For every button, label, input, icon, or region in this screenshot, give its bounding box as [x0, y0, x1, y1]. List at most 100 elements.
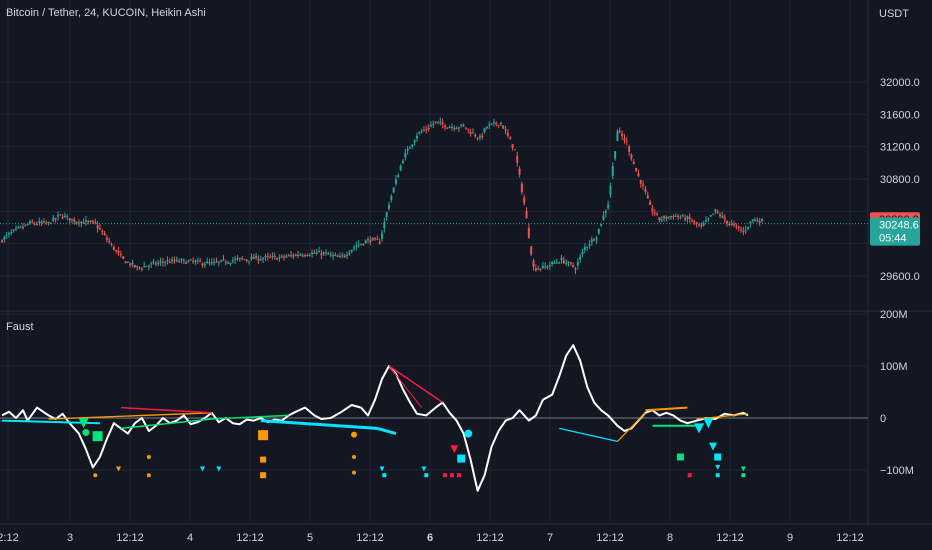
- x-tick-label: 3: [67, 532, 73, 544]
- green-trendline: [211, 414, 289, 420]
- candle-up: [420, 131, 423, 133]
- candle-up: [299, 254, 302, 256]
- candle-up: [159, 261, 162, 263]
- candle-down: [427, 128, 430, 130]
- candle-up: [89, 220, 92, 222]
- x-tick-label: 4: [187, 532, 193, 544]
- signal-triangle: [199, 466, 205, 472]
- candle-down: [68, 218, 71, 221]
- candle-down: [236, 258, 239, 260]
- candle-up: [385, 212, 388, 217]
- candle-up: [457, 127, 460, 129]
- y-tick-label: −100M: [880, 465, 914, 477]
- candle-up: [264, 256, 267, 258]
- signal-square: [687, 473, 692, 478]
- candle-up: [63, 215, 66, 218]
- candle-up: [390, 196, 393, 200]
- candle-down: [283, 256, 286, 258]
- candle-up: [548, 265, 551, 267]
- candle-up: [714, 209, 717, 212]
- candle-down: [653, 212, 656, 214]
- signal-square: [715, 473, 720, 478]
- candle-up: [551, 262, 554, 265]
- candle-up: [492, 122, 495, 124]
- candle-down: [376, 238, 379, 240]
- candle-up: [404, 153, 407, 158]
- candle-up: [399, 165, 402, 171]
- candle-up: [308, 255, 311, 257]
- green-trendline: [120, 418, 212, 430]
- candle-down: [87, 220, 90, 222]
- candle-up: [744, 229, 747, 231]
- red-trendline: [388, 365, 444, 404]
- candle-up: [702, 223, 705, 226]
- candle-up: [210, 262, 213, 264]
- candle-up: [576, 262, 579, 266]
- candle-down: [276, 258, 279, 260]
- signal-square: [741, 473, 746, 478]
- candle-up: [28, 221, 31, 224]
- candle-down: [222, 259, 225, 261]
- candle-up: [238, 258, 241, 260]
- signal-dot: [146, 455, 151, 459]
- signal-triangle: [740, 466, 746, 472]
- signal-dot: [351, 431, 358, 438]
- candle-down: [695, 222, 698, 224]
- candle-up: [721, 215, 724, 217]
- candle-up: [483, 128, 486, 133]
- candle-up: [243, 259, 246, 261]
- candle-up: [749, 221, 752, 224]
- candle-down: [77, 222, 80, 224]
- candle-down: [441, 122, 444, 125]
- candle-up: [488, 124, 491, 126]
- candle-up: [751, 219, 754, 222]
- candle-up: [422, 129, 425, 131]
- candle-up: [681, 215, 684, 217]
- candle-down: [532, 260, 535, 268]
- candle-down: [122, 256, 125, 259]
- x-tick-label: 5: [307, 532, 313, 544]
- candle-up: [434, 121, 437, 123]
- candle-down: [534, 268, 537, 271]
- x-tick-label: 12:12: [236, 532, 264, 544]
- candle-up: [278, 257, 281, 259]
- candle-up: [485, 126, 488, 128]
- candle-up: [164, 262, 167, 264]
- candle-up: [262, 258, 265, 260]
- candle-down: [716, 211, 719, 213]
- candle-down: [313, 252, 316, 254]
- y-tick-label: 30800.0: [880, 174, 920, 186]
- candle-down: [476, 137, 479, 139]
- candle-up: [171, 259, 174, 261]
- candle-up: [318, 251, 321, 253]
- candle-up: [705, 220, 708, 222]
- candle-up: [348, 252, 351, 255]
- candle-down: [369, 240, 372, 242]
- candle-up: [84, 220, 87, 222]
- candle-down: [245, 259, 248, 261]
- candle-up: [411, 144, 414, 147]
- candle-up: [450, 126, 453, 128]
- candle-up: [47, 222, 50, 224]
- candle-down: [649, 201, 652, 205]
- signal-square: [260, 456, 267, 463]
- candle-up: [203, 264, 206, 266]
- candle-up: [42, 221, 45, 223]
- candle-down: [362, 243, 365, 245]
- candle-up: [544, 266, 547, 268]
- candle-up: [182, 259, 185, 261]
- candle-down: [639, 180, 642, 184]
- candle-up: [341, 255, 344, 257]
- axes: 2:12 3 12:12 4 12:12 5 12:12 6 12:12 7 12:12 8 12:12…: [0, 77, 920, 544]
- candles: [0, 117, 868, 275]
- candle-down: [527, 227, 530, 238]
- candle-down: [495, 122, 498, 125]
- orange-trendline: [696, 413, 749, 420]
- y-tick-label: 31600.0: [880, 109, 920, 121]
- candle-down: [94, 221, 97, 223]
- candle-down: [623, 138, 626, 141]
- signal-dot: [464, 429, 473, 438]
- candle-down: [688, 217, 691, 219]
- candle-up: [80, 221, 83, 224]
